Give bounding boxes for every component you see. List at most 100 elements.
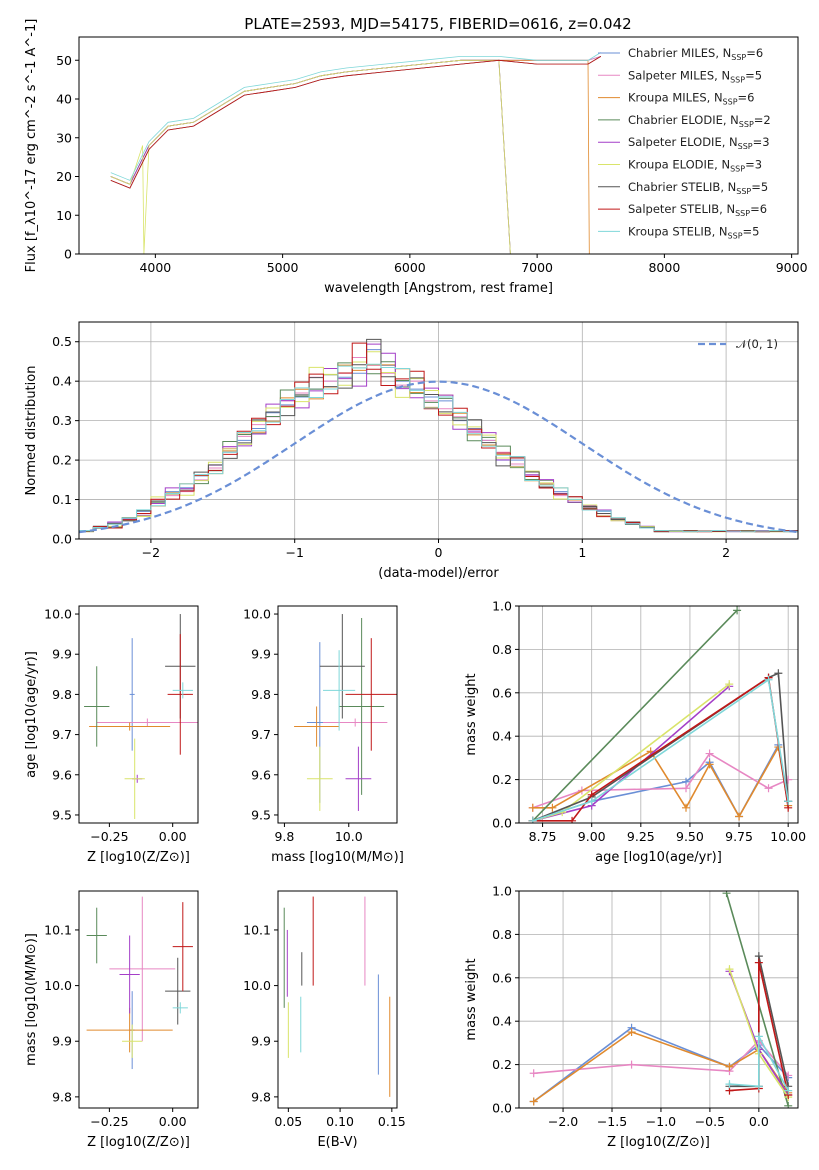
y-axis-label: mass weight (464, 673, 479, 755)
mass-weight-marker (764, 784, 773, 793)
x-tick-label: 0.15 (378, 1114, 406, 1129)
x-axis-label: E(B-V) (317, 1135, 357, 1150)
x-tick-label: −0.25 (90, 829, 128, 844)
y-tick-label: 1.0 (492, 599, 512, 614)
mass-weight-line (532, 744, 789, 819)
age-vs-mass-panel: 9.8 10.0 9.5 9.6 9.7 9.8 9.9 10.0 mass [log10(M/… (243, 605, 404, 865)
x-tick-label: 7000 (521, 260, 553, 275)
y-tick-label: 10.0 (44, 607, 72, 622)
mass-weight-marker (529, 1097, 538, 1106)
y-axis-label: age [log10(age/yr)] (24, 651, 39, 778)
spectrum-series-line (110, 59, 601, 254)
y-axis-label: mass [log10(M/M⊙)] (24, 933, 39, 1066)
spectrum-plot-area (110, 52, 602, 254)
mass-weight-marker (528, 816, 537, 823)
mass-weight-line (532, 742, 789, 822)
mass-weight-marker (705, 749, 714, 758)
y-axis-label: Normed distribution (24, 366, 39, 496)
spectrum-series-line (110, 56, 601, 185)
legend-entry: Kroupa MILES, NSSP=6 (628, 91, 754, 107)
y-tick-label: 0.6 (492, 970, 512, 985)
mass-weight-marker (627, 1060, 636, 1069)
y-tick-label: 0.4 (492, 729, 512, 744)
y-tick-label: 0.3 (52, 413, 72, 428)
y-tick-label: 0.0 (492, 1101, 512, 1116)
y-tick-label: 9.5 (251, 807, 271, 822)
x-tick-label: 2 (722, 545, 730, 560)
spectrum-frame (78, 36, 799, 255)
x-tick-label: 9.25 (627, 829, 655, 844)
x-tick-label: 6000 (394, 260, 426, 275)
y-tick-label: 9.8 (251, 1089, 271, 1104)
mass-weight-marker (784, 1101, 793, 1108)
age-vs-mass-frame (277, 605, 398, 824)
spectrum-series-line (110, 52, 602, 181)
y-tick-label: 40 (56, 92, 72, 107)
y-tick-label: 10.1 (243, 922, 271, 937)
mass-weight-vs-z-frame (518, 890, 799, 1109)
y-tick-label: 0.6 (492, 685, 512, 700)
age-vs-z-plot-area (84, 614, 198, 819)
residuals-panel: −2 −1 0 1 2 0.0 0.1 0.2 0.3 0.4 0.5 (data-model)/er… (24, 321, 799, 581)
y-axis-label: mass weight (464, 958, 479, 1040)
mass-vs-z-panel: −0.25 0.00 9.8 9.9 10.0 10.1 Z [log10(Z/Z⊙)] ma… (24, 890, 199, 1150)
spectrum-series-line (110, 59, 512, 254)
mass-weight-marker (725, 680, 734, 689)
y-axis-label: Flux [f_λ10^-17 erg cm^-2 s^-1 A^-1] (24, 19, 39, 273)
y-tick-label: 0.0 (52, 532, 72, 547)
y-tick-label: 0.5 (52, 334, 72, 349)
x-tick-label: −1.5 (597, 1114, 627, 1129)
x-tick-label: 0.05 (274, 1114, 302, 1129)
mass-weight-marker (754, 1082, 763, 1091)
x-tick-label: 1 (578, 545, 586, 560)
x-tick-label: 8.75 (529, 829, 557, 844)
mass-vs-ebv-plot-area (283, 896, 391, 1097)
y-tick-label: 9.6 (251, 767, 271, 782)
legend-entry: Chabrier MILES, NSSP=6 (628, 46, 763, 62)
x-tick-label: 5000 (267, 260, 299, 275)
y-tick-label: 9.8 (52, 1089, 72, 1104)
legend-entry: Salpeter MILES, NSSP=5 (628, 68, 762, 84)
y-tick-label: 9.9 (52, 647, 72, 662)
mass-weight-marker (784, 1086, 793, 1095)
legend-entry: Chabrier ELODIE, NSSP=2 (628, 113, 771, 129)
spectrum-panel: 4000 5000 6000 7000 8000 9000 0 10 20 30 40 50 wavel… (24, 19, 808, 296)
mass-weight-line (729, 962, 789, 1096)
spectrum-series-line (110, 59, 512, 254)
mass-weight-marker (725, 1080, 734, 1089)
x-tick-label: −2 (142, 545, 160, 560)
y-tick-label: 9.8 (52, 687, 72, 702)
residuals-frame (78, 321, 799, 540)
y-tick-label: 0.2 (492, 772, 512, 787)
y-tick-label: 0.4 (492, 1014, 512, 1029)
mass-vs-z-plot-area (86, 896, 193, 1070)
x-tick-label: 9000 (776, 260, 808, 275)
x-tick-label: 9.50 (676, 829, 704, 844)
mass-weight-marker (627, 1028, 636, 1037)
y-tick-label: 20 (56, 169, 72, 184)
x-axis-label: Z [log10(Z/Z⊙)] (87, 1135, 190, 1150)
residuals-plot-area (79, 338, 798, 534)
y-tick-label: 0.1 (52, 492, 72, 507)
mass-weight-marker (733, 606, 742, 615)
spectrum-series-line (110, 56, 602, 189)
y-tick-label: 0.0 (492, 816, 512, 831)
mass-weight-line (729, 1036, 789, 1091)
mass-weight-marker (784, 797, 793, 806)
y-tick-label: 10.1 (44, 922, 72, 937)
x-axis-label: wavelength [Angstrom, rest frame] (324, 281, 553, 296)
y-tick-label: 30 (56, 130, 72, 145)
mass-weight-marker (774, 669, 783, 678)
mass-weight-marker (682, 784, 691, 793)
y-tick-label: 9.5 (52, 807, 72, 822)
x-axis-label: mass [log10(M/M⊙)] (271, 850, 404, 865)
x-tick-label: 0 (435, 545, 443, 560)
y-tick-label: 0.8 (492, 642, 512, 657)
legend-entry: 𝒩(0, 1) (736, 337, 778, 351)
mass-weight-marker (725, 1062, 734, 1071)
mass-weight-marker (725, 965, 734, 974)
y-tick-label: 10.0 (44, 978, 72, 993)
x-tick-label: 8000 (648, 260, 680, 275)
age-vs-z-frame (78, 605, 199, 824)
